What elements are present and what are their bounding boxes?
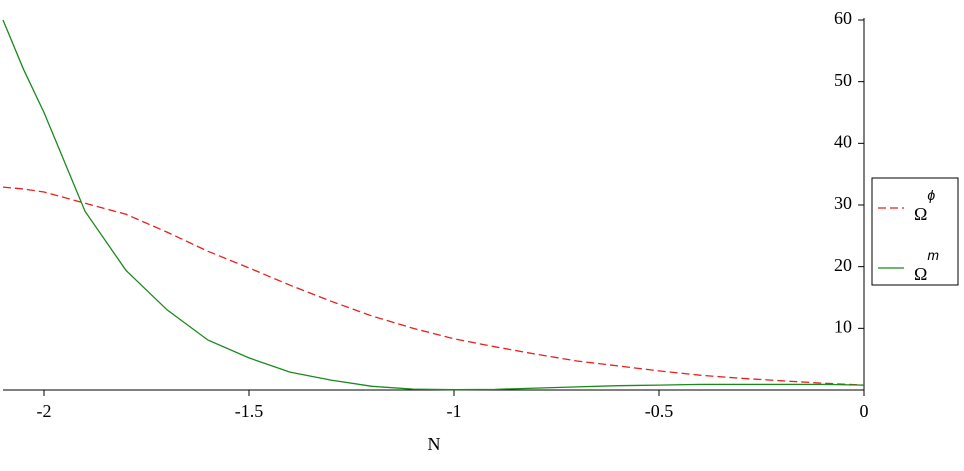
- series-line: [2, 186, 865, 386]
- x-tick-label: -1: [447, 401, 462, 421]
- x-tick-label: -2: [37, 401, 52, 421]
- x-tick-label: -1.5: [235, 401, 264, 421]
- y-tick-label: 10: [834, 316, 852, 336]
- series-line: [2, 19, 865, 391]
- y-tick-label: 40: [834, 131, 852, 151]
- x-axis-label: N: [428, 434, 441, 454]
- legend-label: Ωm: [914, 247, 939, 284]
- legend-base: Ω: [914, 264, 927, 284]
- y-tick-label: 50: [834, 70, 852, 90]
- y-tick-label: 30: [834, 193, 852, 213]
- legend-base: Ω: [914, 204, 927, 224]
- legend-label: Ωϕ: [914, 187, 935, 224]
- x-tick-label: -0.5: [645, 401, 674, 421]
- y-tick-label: 20: [834, 255, 852, 275]
- y-tick-label: 60: [834, 8, 852, 28]
- legend-sup: m: [927, 247, 939, 263]
- legend-sup: ϕ: [927, 187, 935, 203]
- x-tick-label: 0: [860, 401, 869, 421]
- legend-box: [871, 177, 959, 286]
